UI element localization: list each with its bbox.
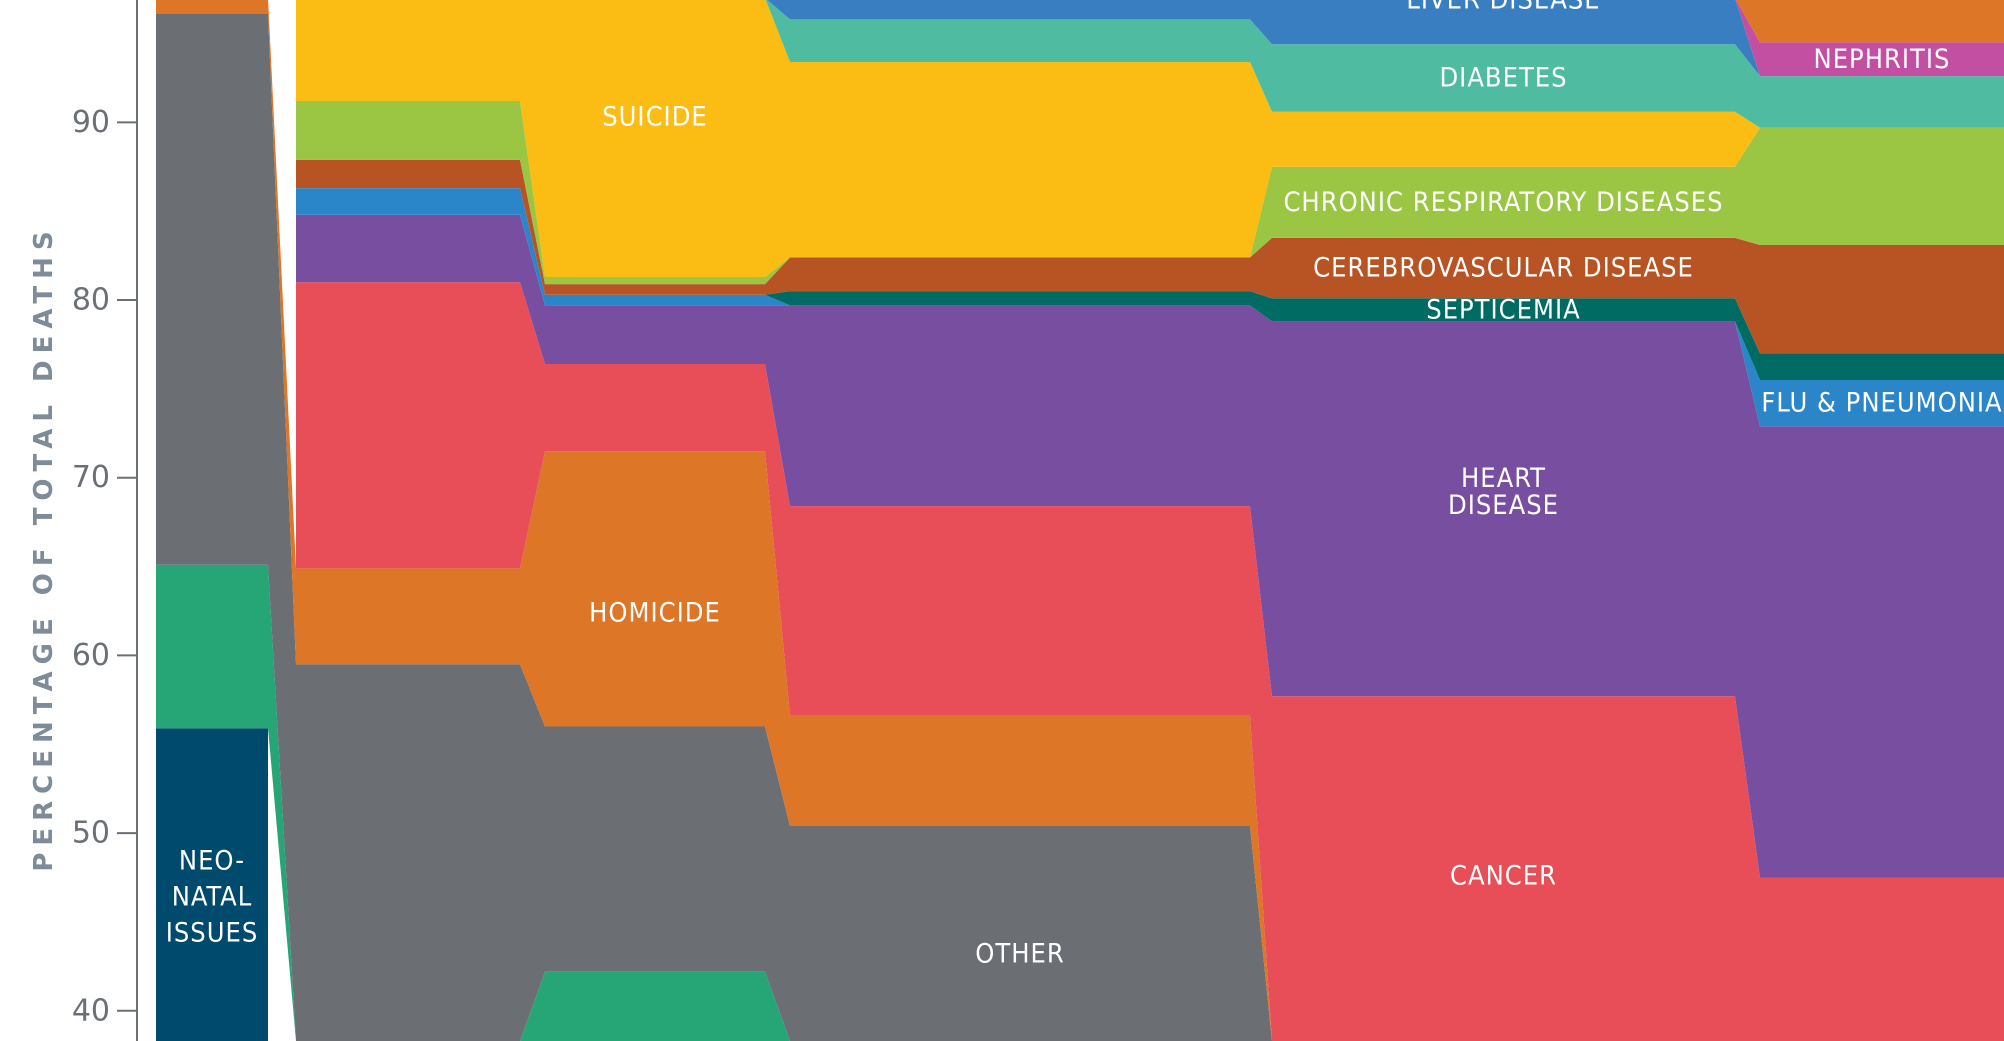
y-axis-ticks: 40 50 60 70 80 90 (72, 105, 137, 1028)
y-tick-label: 50 (72, 816, 110, 851)
band-label-top-disease: DISEASE (1826, 0, 1937, 6)
y-tick-label: 80 (72, 283, 110, 318)
band-cerebro (296, 159, 2004, 354)
band-label-neonatal: NEO- (179, 846, 245, 877)
chart-band-labels: NEO-NATALISSUESOTHERHOMICIDECANCERHEARTD… (166, 0, 2002, 969)
y-tick-label: 90 (72, 105, 110, 140)
band-congenital (156, 564, 1250, 1041)
band-label-neonatal: ISSUES (166, 918, 259, 949)
y-tick-label: 70 (72, 460, 110, 495)
band-label-diabetes: DIABETES (1439, 62, 1567, 93)
band-label-other: OTHER (975, 938, 1064, 969)
band-label-homicide: HOMICIDE (589, 597, 721, 628)
band-liver (767, 0, 2004, 77)
band-label-flu: FLU & PNEUMONIA (1761, 388, 2002, 419)
band-label-heart: DISEASE (1448, 490, 1559, 521)
band-heart (296, 214, 2004, 878)
y-tick-label: 40 (72, 993, 110, 1028)
band-septicemia (296, 188, 2004, 381)
band-neonatal (156, 728, 268, 1041)
band-label-cerebro: CEREBROVASCULAR DISEASE (1313, 253, 1694, 284)
band-label-chronic: CHRONIC RESPIRATORY DISEASES (1283, 187, 1723, 218)
band-label-suicide: SUICIDE (602, 102, 708, 133)
band-cancer (296, 282, 2004, 1041)
chart-bands (156, 0, 2004, 1041)
y-axis-label: PERCENTAGE OF TOTAL DEATHS (29, 224, 59, 871)
band-label-neonatal: NATAL (172, 882, 253, 913)
y-tick-label: 60 (72, 638, 110, 673)
band-label-heart: HEART (1461, 463, 1546, 494)
band-label-septicemia: SEPTICEMIA (1426, 294, 1580, 325)
band-nephritis (1735, 0, 2004, 77)
band-label-nephritis: NEPHRITIS (1814, 44, 1951, 75)
band-chronic (296, 101, 2004, 285)
band-suicide (296, 0, 2004, 277)
band-label-liver: LIVER DISEASE (1406, 0, 1600, 15)
y-axis: 40 50 60 70 80 90 (72, 0, 138, 1041)
band-diabetes (765, 0, 2004, 128)
band-label-cancer: CANCER (1450, 860, 1557, 891)
band-flu (296, 188, 2004, 427)
band-other (156, 13, 1735, 1041)
band-top-disease (1736, 0, 2004, 43)
